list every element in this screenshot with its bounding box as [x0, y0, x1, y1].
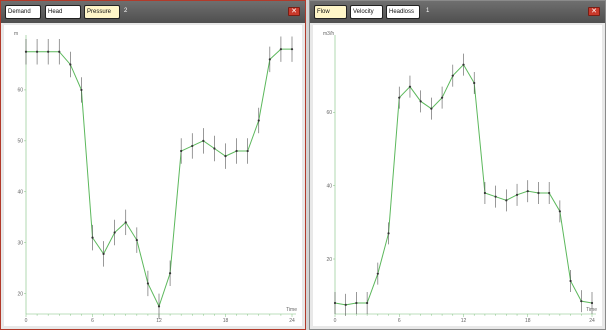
data-point — [257, 119, 260, 122]
data-point — [69, 63, 72, 66]
data-point — [515, 193, 519, 196]
data-point — [268, 58, 271, 61]
data-point — [580, 300, 583, 303]
x-tick-label: 18 — [223, 318, 229, 324]
x-axis-label: Time — [586, 307, 597, 313]
x-tick-label: 6 — [91, 318, 94, 324]
data-point — [157, 305, 161, 308]
data-point — [366, 301, 369, 305]
tab-flow[interactable]: Flow — [314, 5, 347, 19]
data-point — [408, 85, 412, 88]
y-axis-label: m — [14, 31, 18, 37]
data-point — [419, 100, 422, 103]
chart-window-right: Flow Velocity Headloss 1 ✕ 0 6 12 18 24 20 40 6… — [309, 0, 606, 330]
y-tick-label: 60 — [326, 110, 332, 116]
x-tick-label: 24 — [589, 318, 595, 324]
x-tick-label: 0 — [25, 318, 28, 324]
data-point — [113, 231, 116, 234]
data-point — [102, 252, 105, 256]
data-point — [24, 50, 28, 53]
close-icon[interactable]: ✕ — [588, 7, 600, 16]
data-point — [548, 191, 551, 195]
tab-count: 2 — [124, 8, 128, 14]
tab-velocity[interactable]: Velocity — [350, 5, 383, 19]
data-point — [462, 63, 465, 66]
data-point — [355, 301, 358, 305]
x-tick-label: 12 — [461, 318, 467, 324]
tab-pressure[interactable]: Pressure — [84, 5, 120, 19]
data-point — [224, 155, 227, 158]
data-point — [440, 96, 444, 99]
close-icon[interactable]: ✕ — [288, 7, 300, 16]
x-tick-label: 0 — [334, 318, 337, 324]
window-titlebar: Flow Velocity Headloss 1 ✕ — [310, 1, 605, 23]
data-point — [558, 210, 561, 213]
x-tick-label: 24 — [289, 318, 295, 324]
y-tick-label: 60 — [17, 88, 23, 94]
data-point — [246, 149, 249, 153]
data-point — [47, 50, 50, 53]
data-point — [80, 88, 83, 92]
data-point — [202, 139, 205, 142]
x-tick-label: 18 — [525, 318, 531, 324]
data-point — [290, 48, 294, 51]
y-tick-label: 50 — [17, 139, 23, 145]
data-point — [569, 279, 572, 283]
data-point — [180, 149, 183, 153]
data-point — [333, 301, 337, 305]
y-axis-label: m3/h — [323, 31, 334, 37]
x-tick-label: 6 — [398, 318, 401, 324]
data-point — [505, 199, 508, 202]
data-point — [235, 149, 238, 153]
plot-area: 0 6 12 18 24 20 30 40 50 60 m Time — [4, 25, 302, 326]
data-point — [451, 74, 454, 77]
data-point — [191, 144, 194, 148]
y-tick-label: 40 — [17, 190, 23, 196]
data-point — [168, 272, 172, 275]
x-axis-label: Time — [286, 307, 297, 313]
data-point — [590, 301, 594, 305]
plot-area: 0 6 12 18 24 20 40 60 m3/h Time — [313, 25, 602, 326]
tab-count: 1 — [426, 8, 430, 14]
pressure-chart: 0 6 12 18 24 20 30 40 50 60 m Time — [14, 31, 297, 324]
chart-window-left: Demand Head Pressure 2 ✕ 0 6 12 18 24 20 30 40 5… — [0, 0, 306, 330]
data-point — [376, 272, 379, 275]
data-point — [526, 190, 529, 193]
x-tick-label: 12 — [156, 318, 162, 324]
data-point — [387, 232, 390, 235]
data-point — [494, 195, 497, 198]
data-point — [124, 221, 127, 224]
data-point — [91, 236, 94, 239]
data-point — [537, 191, 540, 195]
tab-demand[interactable]: Demand — [5, 5, 41, 19]
series-line — [334, 63, 593, 306]
data-point — [473, 81, 476, 85]
data-point — [213, 147, 216, 150]
data-point — [58, 50, 61, 53]
series-line — [26, 48, 292, 308]
y-tick-label: 20 — [17, 291, 23, 297]
data-point — [135, 239, 138, 242]
flow-chart: 0 6 12 18 24 20 40 60 m3/h Time — [323, 31, 597, 324]
data-point — [483, 191, 487, 195]
tab-head[interactable]: Head — [45, 5, 81, 19]
data-point — [35, 50, 39, 53]
tab-headloss[interactable]: Headloss — [386, 5, 420, 19]
y-tick-label: 40 — [326, 183, 332, 189]
y-tick-label: 20 — [326, 257, 332, 263]
data-point — [279, 48, 283, 51]
data-point — [398, 96, 401, 99]
y-tick-label: 30 — [17, 241, 23, 247]
data-point — [430, 107, 433, 110]
window-titlebar: Demand Head Pressure 2 ✕ — [1, 1, 305, 23]
data-point — [344, 303, 347, 306]
data-point — [146, 282, 150, 285]
